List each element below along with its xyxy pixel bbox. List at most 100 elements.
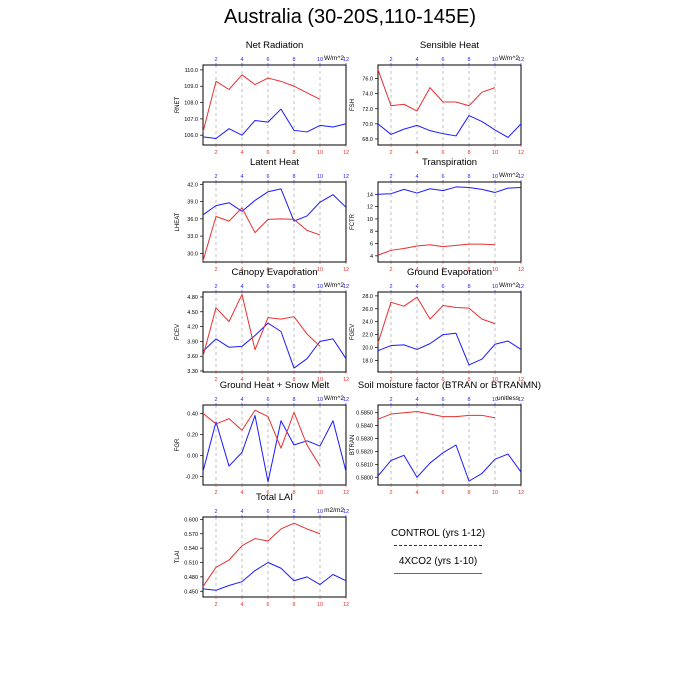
y-axis-label: RNET [175, 97, 181, 114]
x-tick-label-top: 2 [389, 57, 392, 63]
y-tick-label: 22.0 [362, 333, 373, 339]
y-tick-label: 0.450 [184, 589, 198, 595]
x-tick-label-top: 6 [441, 397, 444, 403]
x-tick-label-bottom: 12 [518, 267, 524, 273]
x-tick-label-bottom: 4 [240, 267, 243, 273]
x-tick-label-top: 2 [389, 397, 392, 403]
y-tick-label: 109.0 [184, 84, 198, 90]
plot-frame [202, 516, 347, 598]
x-tick-label-bottom: 4 [240, 377, 243, 383]
panel-title: Transpiration [422, 157, 477, 168]
y-tick-label: 0.510 [184, 561, 198, 567]
series-line-xco2 [377, 296, 496, 344]
plot-frame [377, 404, 522, 486]
chart-panel: Sensible Heat W/m^2 FSH 68.0 70.0 72.0 74.0 76.… [350, 40, 524, 156]
x-tick-label-bottom: 2 [389, 377, 392, 383]
y-tick-label: 33.0 [187, 234, 198, 240]
y-tick-label: 0.5800 [356, 475, 373, 481]
x-tick-label-bottom: 10 [317, 602, 323, 608]
x-tick-label-bottom: 2 [214, 377, 217, 383]
x-tick-label-bottom: 2 [214, 150, 217, 156]
panel-title: Net Radiation [246, 40, 304, 51]
y-tick-label: 0.480 [184, 575, 198, 581]
y-tick-label: 107.0 [184, 117, 198, 123]
panel-title: Soil moisture factor (BTRAN or BTRANMN) [358, 380, 541, 391]
x-tick-label-top: 12 [343, 174, 349, 180]
series-line-control [377, 332, 522, 366]
x-tick-label-top: 10 [492, 57, 498, 63]
x-tick-label-top: 10 [317, 284, 323, 290]
y-tick-label: 4.20 [187, 325, 198, 331]
x-tick-label-bottom: 12 [343, 490, 349, 496]
plot-frame [377, 291, 522, 373]
units-label: W/m^2 [499, 172, 519, 179]
y-tick-label: 108.0 [184, 101, 198, 107]
x-tick-label-top: 4 [240, 397, 243, 403]
y-tick-label: 3.30 [187, 369, 198, 375]
plot-frame [377, 181, 522, 263]
series-line-xco2 [377, 69, 496, 112]
x-tick-label-bottom: 12 [518, 150, 524, 156]
x-tick-label-top: 4 [415, 174, 418, 180]
legend-line-xco2 [394, 573, 482, 574]
x-tick-label-bottom: 8 [292, 267, 295, 273]
y-tick-label: 6 [370, 242, 373, 248]
chart-panel: Soil moisture factor (BTRAN or BTRANMN) u… [350, 380, 541, 496]
units-label: W/m^2 [324, 55, 344, 62]
x-tick-label-top: 4 [415, 284, 418, 290]
x-tick-label-top: 2 [214, 509, 217, 515]
x-tick-label-top: 6 [266, 397, 269, 403]
units-label: W/m^2 [324, 395, 344, 402]
x-tick-label-top: 12 [343, 284, 349, 290]
x-tick-label-bottom: 12 [343, 602, 349, 608]
x-tick-label-bottom: 6 [441, 150, 444, 156]
x-tick-label-bottom: 6 [441, 377, 444, 383]
x-tick-label-bottom: 10 [492, 150, 498, 156]
y-tick-label: 18.0 [362, 358, 373, 364]
x-tick-label-bottom: 8 [467, 490, 470, 496]
y-tick-label: 4.50 [187, 310, 198, 316]
plot-frame [202, 64, 347, 146]
x-tick-label-top: 10 [492, 397, 498, 403]
units-label: m2/m2 [324, 507, 344, 514]
y-axis-label: FSH [350, 99, 356, 111]
main-title: Australia (30-20S,110-145E) [224, 6, 476, 28]
plot-frame [202, 404, 347, 486]
y-tick-label: 0.5850 [356, 411, 373, 417]
y-axis-label: FGR [175, 438, 181, 451]
y-tick-label: 10 [367, 217, 373, 223]
x-tick-label-top: 4 [240, 509, 243, 515]
x-tick-label-top: 10 [492, 174, 498, 180]
x-tick-label-bottom: 10 [492, 490, 498, 496]
x-tick-label-top: 12 [518, 397, 524, 403]
x-tick-label-top: 8 [292, 509, 295, 515]
x-tick-label-top: 2 [214, 284, 217, 290]
series-line-xco2 [202, 409, 321, 467]
chart-panel: Net Radiation W/m^2 RNET 106.0 107.0 108.0 109… [175, 40, 349, 156]
y-tick-label: 14 [367, 192, 373, 198]
series-line-control [202, 562, 347, 591]
y-tick-label: 0.5840 [356, 424, 373, 430]
x-tick-label-top: 8 [467, 57, 470, 63]
x-tick-label-top: 10 [317, 57, 323, 63]
x-tick-label-top: 2 [389, 284, 392, 290]
x-tick-label-bottom: 10 [492, 267, 498, 273]
x-tick-label-top: 2 [214, 174, 217, 180]
x-tick-label-bottom: 2 [389, 150, 392, 156]
y-tick-label: 28.0 [362, 294, 373, 300]
x-tick-label-bottom: 6 [266, 602, 269, 608]
y-tick-label: 74.0 [362, 92, 373, 98]
x-tick-label-top: 8 [292, 57, 295, 63]
y-tick-label: 3.60 [187, 354, 198, 360]
y-tick-label: 20.0 [362, 345, 373, 351]
y-tick-label: 0.5810 [356, 462, 373, 468]
x-tick-label-bottom: 6 [441, 490, 444, 496]
x-tick-label-top: 8 [292, 174, 295, 180]
y-axis-label: FGEV [350, 324, 356, 340]
panel-title: Total LAI [256, 492, 293, 503]
panel-title: Ground Evaporation [407, 267, 492, 278]
x-tick-label-top: 2 [214, 57, 217, 63]
x-tick-label-top: 12 [343, 509, 349, 515]
y-tick-label: 0.40 [187, 411, 198, 417]
x-tick-label-top: 6 [441, 284, 444, 290]
